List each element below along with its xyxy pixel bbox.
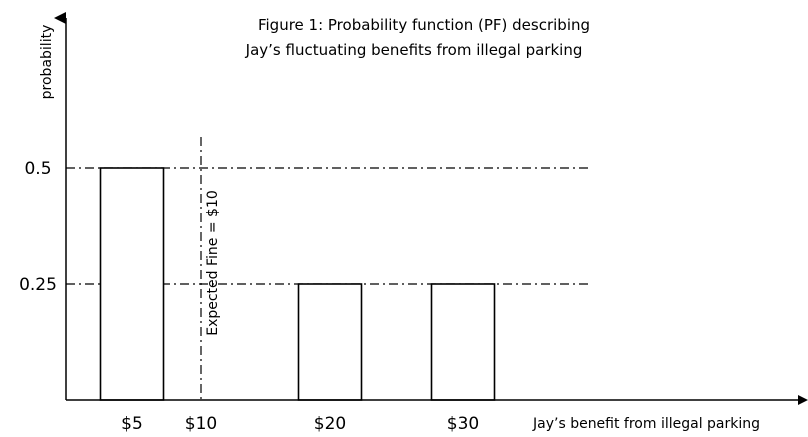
x-tick-label: $10 (185, 414, 217, 434)
bar-5 (99, 167, 165, 401)
bar-20 (297, 283, 363, 401)
y-tick-labels: 0.5 0.25 (19, 159, 57, 295)
x-axis-arrowhead (798, 395, 808, 405)
x-tick-label: $5 (121, 414, 143, 434)
chart-title-line-1: Figure 1: Probability function (PF) desc… (258, 16, 590, 34)
x-axis-label: Jay’s benefit from illegal parking (532, 416, 760, 432)
x-tick-label: $20 (314, 414, 346, 434)
y-axis-label: probability (39, 25, 55, 100)
x-tick-label: $30 (447, 414, 479, 434)
chart-title-line-2: Jay’s fluctuating benefits from illegal … (245, 41, 583, 59)
expected-fine-label: Expected Fine = $10 (205, 190, 221, 336)
bar-30 (430, 283, 496, 401)
y-tick-label: 0.5 (24, 159, 51, 179)
chart-title: Figure 1: Probability function (PF) desc… (245, 16, 590, 59)
y-tick-label: 0.25 (19, 275, 57, 295)
axes (54, 11, 808, 405)
x-tick-labels: $5 $10 $20 $30 (121, 414, 479, 434)
